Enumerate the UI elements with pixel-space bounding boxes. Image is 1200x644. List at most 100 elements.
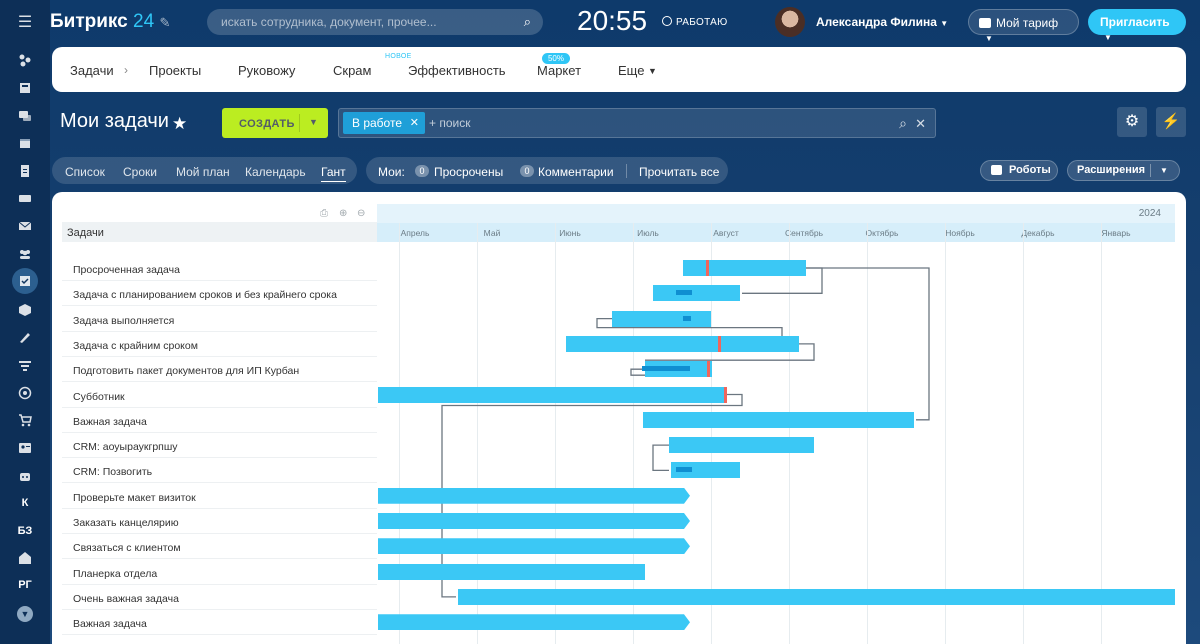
task-row[interactable]: Задача с крайним сроком [62, 332, 377, 357]
contact-icon[interactable] [16, 439, 34, 457]
rail-letter-rg[interactable]: РГ [18, 579, 32, 591]
menu-icon[interactable]: ☰ [17, 14, 33, 31]
work-status[interactable]: РАБОТАЮ [662, 16, 728, 28]
gantt-bar[interactable] [378, 513, 690, 529]
target-icon[interactable] [16, 384, 34, 402]
task-row[interactable]: Очень важная задача [62, 585, 377, 610]
chevron-down-icon[interactable]: ▼ [17, 606, 33, 622]
mail-icon[interactable] [16, 217, 34, 235]
invite-button[interactable]: Пригласить ▼ [1088, 9, 1186, 42]
menu-item-market[interactable]: Маркет [537, 63, 582, 78]
task-row[interactable]: Важная задача [62, 408, 377, 433]
gantt-bar[interactable] [669, 437, 814, 454]
gantt-bar[interactable] [378, 614, 690, 630]
task-row[interactable]: Подготовить пакет документов для ИП Курб… [62, 357, 377, 383]
grid-line [399, 223, 400, 644]
drive-icon[interactable] [16, 189, 34, 207]
task-row[interactable]: CRM: Позвогить [62, 458, 377, 484]
chat-icon[interactable] [16, 107, 34, 125]
robot-icon[interactable] [16, 467, 34, 485]
menu-item-supervising[interactable]: Руковожу [238, 63, 296, 78]
gantt-bar[interactable] [378, 563, 645, 580]
robots-button[interactable]: Роботы [980, 160, 1058, 181]
comments-filter[interactable]: Комментарии [538, 165, 614, 179]
task-row[interactable]: Планерка отдела [62, 560, 377, 585]
read-all-button[interactable]: Прочитать все [639, 165, 720, 179]
task-row[interactable]: Важная задача [62, 610, 377, 636]
view-gantt[interactable]: Гант [321, 165, 346, 182]
avatar[interactable] [775, 7, 805, 37]
view-calendar[interactable]: Календарь [245, 165, 306, 179]
search-input[interactable]: искать сотрудника, документ, прочее... ⌕ [207, 9, 543, 35]
pulse-icon[interactable] [16, 51, 34, 69]
news-icon[interactable] [16, 79, 34, 97]
menu-item-efficiency[interactable]: Эффективность [408, 63, 506, 78]
calendar-icon[interactable] [16, 134, 34, 152]
box-icon[interactable] [16, 301, 34, 319]
settings-button[interactable]: ⚙ [1117, 107, 1147, 137]
task-row[interactable]: Связаться с клиентом [62, 534, 377, 560]
filter-icon[interactable] [16, 356, 34, 374]
menu-item-projects[interactable]: Проекты [149, 63, 202, 78]
star-icon[interactable]: ★ [172, 114, 188, 133]
divider [626, 164, 627, 178]
filter-search[interactable]: В работе ✕ + поиск ⌕ ✕ [338, 108, 936, 138]
task-row[interactable]: Проверьте макет визиток [62, 484, 377, 509]
gantt-bar[interactable] [653, 285, 740, 302]
search-icon[interactable]: ⌕ [523, 14, 531, 29]
menu-item-scrum[interactable]: Скрам [333, 63, 372, 78]
task-row[interactable]: CRM: аоуыраукгрпшу [62, 433, 377, 459]
rail-letter-bz[interactable]: БЗ [17, 525, 33, 537]
gantt-bar[interactable] [566, 335, 799, 352]
task-row[interactable]: Просроченная задача [62, 256, 377, 281]
close-icon[interactable]: ✕ [915, 116, 926, 131]
menu-item-more[interactable]: Еще [618, 63, 645, 78]
view-list[interactable]: Список [65, 165, 105, 179]
task-row[interactable]: Задача выполняется [62, 307, 377, 332]
chevron-down-icon: ▼ [1104, 33, 1112, 42]
gantt-bar[interactable] [683, 260, 806, 276]
sign-icon[interactable] [16, 328, 34, 346]
zoom-in-icon[interactable]: ⊕ [339, 208, 348, 219]
automation-button[interactable]: ⚡ [1156, 107, 1186, 137]
gantt-bar[interactable] [378, 488, 690, 504]
gantt-bar[interactable] [643, 411, 914, 428]
home-icon[interactable] [16, 549, 34, 567]
task-name: Очень важная задача [73, 592, 179, 605]
task-row[interactable]: Задача с планированием сроков и без край… [62, 281, 377, 307]
dependency-link [806, 267, 930, 421]
view-my-plan[interactable]: Мой план [176, 165, 230, 179]
task-row[interactable]: Субботник [62, 383, 377, 408]
logo[interactable]: Битрикс 24 ✎ [50, 11, 170, 33]
docs-icon[interactable] [16, 162, 34, 180]
task-name: CRM: аоуыраукгрпшу [73, 441, 178, 454]
chevron-down-icon[interactable]: ▼ [309, 117, 318, 127]
gantt-bar[interactable] [378, 386, 727, 403]
user-name: Александра Филина [816, 15, 937, 29]
cart-icon[interactable] [16, 411, 34, 429]
gantt-bar[interactable] [378, 538, 690, 554]
gear-icon: ⚙ [1124, 113, 1140, 130]
user-menu[interactable]: Александра Филина ▼ [816, 15, 948, 29]
briefcase-icon [979, 18, 991, 28]
rail-letter-k[interactable]: К [21, 497, 29, 509]
group-icon[interactable] [16, 245, 34, 263]
tasks-icon[interactable] [16, 272, 34, 290]
zoom-out-icon[interactable]: ⊖ [357, 208, 366, 219]
edit-pencil-icon[interactable]: ✎ [159, 15, 171, 30]
menu-item-tasks[interactable]: Задачи [70, 63, 114, 78]
extensions-button[interactable]: Расширения ▼ [1067, 160, 1180, 181]
filter-chip[interactable]: В работе ✕ [343, 112, 425, 134]
create-button[interactable]: СОЗДАТЬ ▼ [222, 108, 328, 138]
print-icon[interactable]: ⎙ [320, 208, 328, 219]
chevron-down-icon[interactable]: ▼ [1160, 166, 1168, 175]
view-deadlines[interactable]: Сроки [123, 165, 157, 179]
tariff-button[interactable]: Мой тариф ▼ [968, 9, 1079, 43]
gantt-bar[interactable] [612, 310, 711, 327]
gantt-bar[interactable] [458, 588, 1175, 605]
overdue-filter[interactable]: Просрочены [434, 165, 504, 179]
search-icon[interactable]: ⌕ [899, 115, 907, 131]
close-icon[interactable]: ✕ [409, 117, 419, 129]
gantt-bar[interactable] [671, 462, 740, 479]
task-row[interactable]: Заказать канцелярию [62, 509, 377, 534]
